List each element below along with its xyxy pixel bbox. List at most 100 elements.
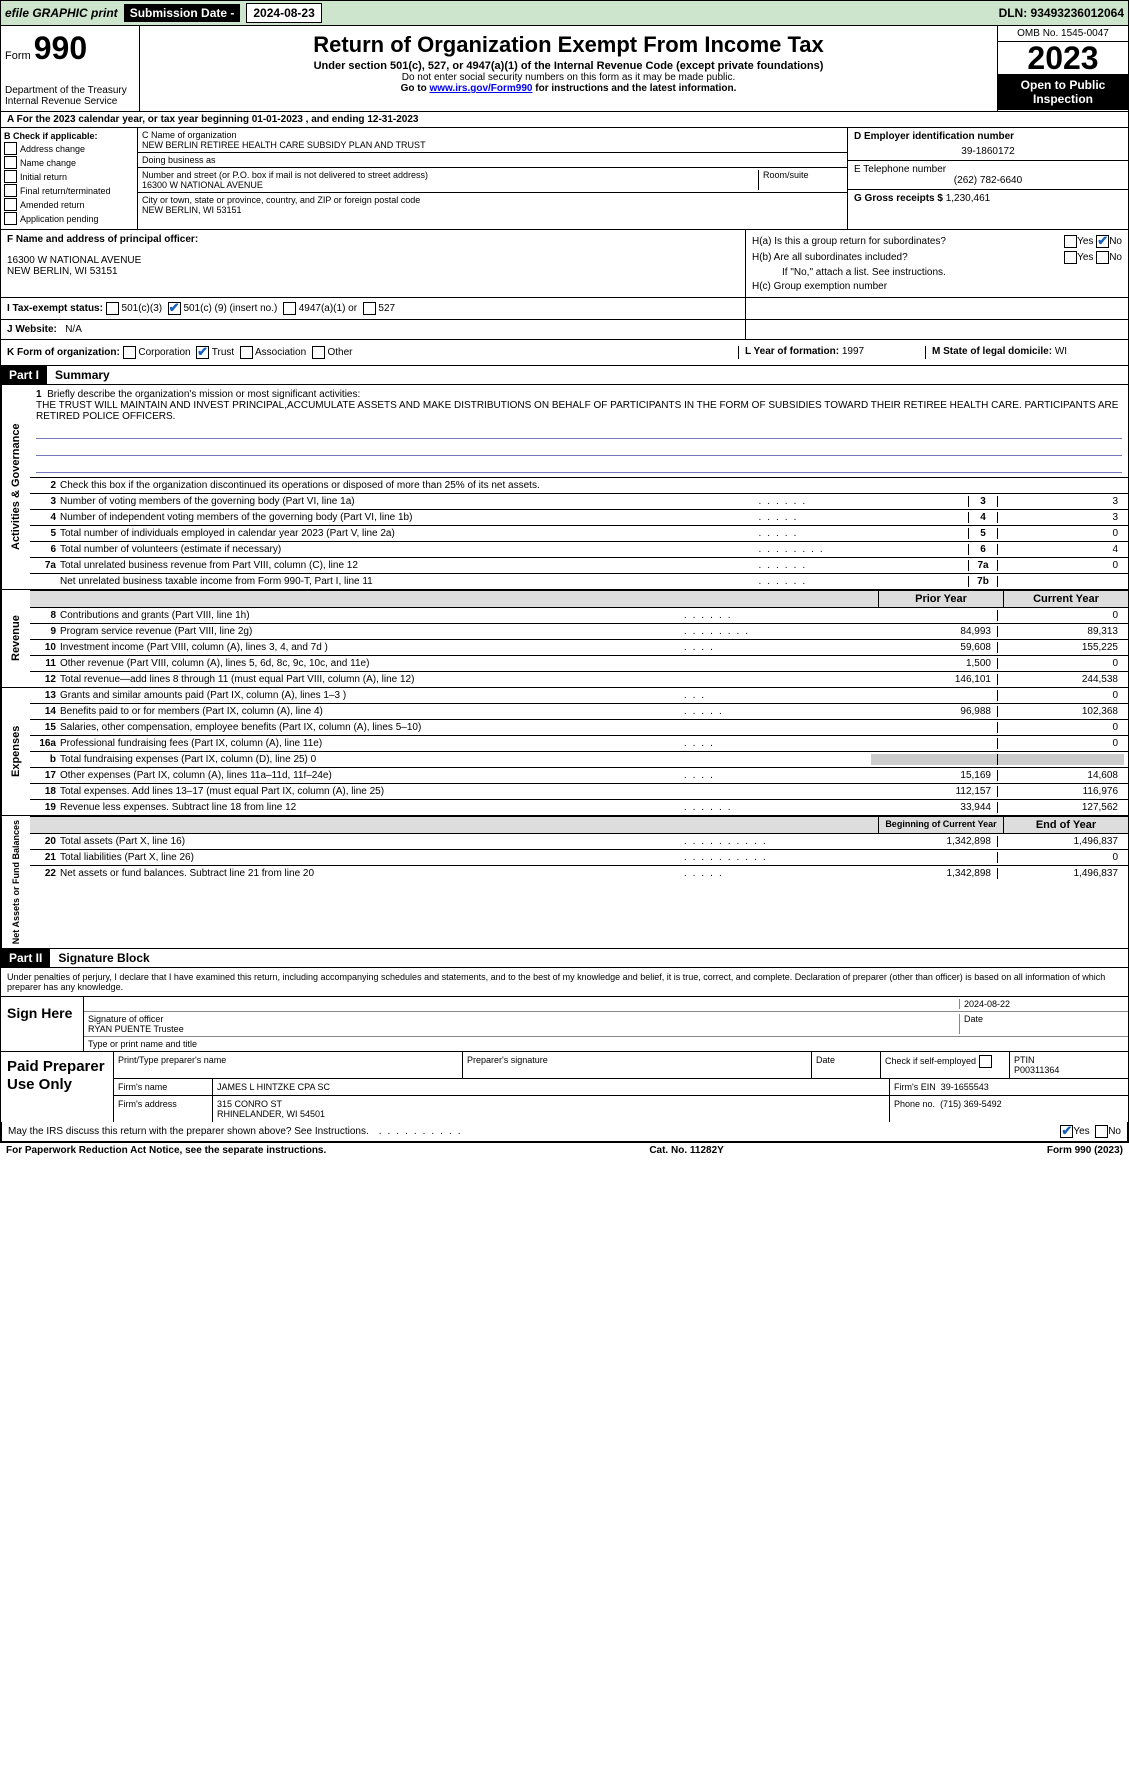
chk-assoc[interactable]	[240, 346, 253, 359]
firm-ein: 39-1655543	[941, 1082, 989, 1092]
form-number-box: Form 990 Department of the Treasury Inte…	[1, 26, 140, 111]
ein: 39-1860172	[854, 146, 1122, 157]
chk-4947[interactable]	[283, 302, 296, 315]
submission-date: 2024-08-23	[246, 3, 321, 23]
chk-other[interactable]	[312, 346, 325, 359]
sig-intro: Under penalties of perjury, I declare th…	[1, 968, 1128, 996]
yof: 1997	[842, 346, 864, 357]
chk-application-pending[interactable]	[4, 212, 17, 225]
line1-mission: 1 Briefly describe the organization's mi…	[30, 385, 1128, 477]
sign-here-row: Sign Here 2024-08-22 Signature of office…	[1, 996, 1128, 1051]
vlabel-ag: Activities & Governance	[1, 385, 30, 589]
gross-label: G Gross receipts $	[854, 193, 943, 204]
j-label: J Website:	[7, 324, 57, 335]
f-label: F Name and address of principal officer:	[7, 234, 739, 245]
paid-preparer-row: Paid Preparer Use Only Print/Type prepar…	[1, 1051, 1128, 1122]
website: N/A	[65, 324, 82, 335]
f-addr2: NEW BERLIN, WI 53151	[7, 266, 739, 277]
k-label: K Form of organization:	[7, 347, 120, 358]
chk-discuss-yes[interactable]	[1060, 1125, 1073, 1138]
chk-address-change[interactable]	[4, 142, 17, 155]
vlabel-na: Net Assets or Fund Balances	[1, 816, 30, 948]
form-label: Form	[5, 50, 31, 62]
vlabel-exp: Expenses	[1, 688, 30, 815]
part1-header: Part I Summary	[0, 366, 1129, 385]
irs-link[interactable]: www.irs.gov/Form990	[429, 83, 532, 94]
firm-name: JAMES L HINTZKE CPA SC	[213, 1079, 890, 1095]
chk-discuss-no[interactable]	[1095, 1125, 1108, 1138]
chk-initial-return[interactable]	[4, 170, 17, 183]
form-title: Return of Organization Exempt From Incom…	[144, 32, 993, 58]
name-label: C Name of organization	[142, 130, 426, 140]
section-fh: F Name and address of principal officer:…	[0, 230, 1129, 298]
chk-final-return[interactable]	[4, 184, 17, 197]
col-de: D Employer identification number 39-1860…	[847, 128, 1128, 229]
chk-ha-no[interactable]	[1096, 235, 1109, 248]
row-k: K Form of organization: Corporation Trus…	[0, 340, 1129, 366]
chk-trust[interactable]	[196, 346, 209, 359]
i-label: I Tax-exempt status:	[7, 303, 103, 314]
phone: (262) 782-6640	[854, 175, 1122, 186]
chk-name-change[interactable]	[4, 156, 17, 169]
chk-ha-yes[interactable]	[1064, 235, 1077, 248]
ptin: P00311364	[1014, 1065, 1059, 1075]
discuss-text: May the IRS discuss this return with the…	[8, 1126, 369, 1137]
chk-amended[interactable]	[4, 198, 17, 211]
firm-phone: (715) 369-5492	[940, 1099, 1002, 1109]
col-f: F Name and address of principal officer:…	[1, 230, 745, 297]
chk-hb-no[interactable]	[1096, 251, 1109, 264]
chk-corp[interactable]	[123, 346, 136, 359]
signature-block: Under penalties of perjury, I declare th…	[0, 968, 1129, 1143]
hc-label: H(c) Group exemption number	[752, 281, 887, 292]
phone-label: E Telephone number	[854, 164, 1122, 175]
form-title-box: Return of Organization Exempt From Incom…	[140, 26, 997, 111]
state: WI	[1055, 346, 1067, 357]
sign-here-label: Sign Here	[1, 997, 84, 1051]
form-header: Form 990 Department of the Treasury Inte…	[0, 26, 1129, 112]
part2-label: Part II	[1, 949, 50, 967]
part1-label: Part I	[1, 366, 47, 384]
paid-preparer-label: Paid Preparer Use Only	[1, 1052, 114, 1122]
part2-header: Part II Signature Block	[0, 949, 1129, 968]
begin-year-header: Beginning of Current Year	[878, 817, 1003, 833]
summary-revenue: Revenue Prior Year Current Year 8Contrib…	[0, 590, 1129, 688]
dba-label: Doing business as	[142, 155, 216, 165]
row-j: J Website: N/A	[0, 320, 1129, 340]
hb-label: H(b) Are all subordinates included?	[752, 252, 908, 263]
firm-addr2: RHINELANDER, WI 54501	[217, 1109, 325, 1119]
open-inspection: Open to Public Inspection	[998, 74, 1128, 110]
chk-self-employed[interactable]	[979, 1055, 992, 1068]
summary-expenses: Expenses 13Grants and similar amounts pa…	[0, 688, 1129, 816]
bottom-note: For Paperwork Reduction Act Notice, see …	[0, 1143, 1129, 1158]
street-label: Number and street (or P.O. box if mail i…	[142, 170, 758, 180]
chk-501c-other[interactable]	[168, 302, 181, 315]
current-year-header: Current Year	[1003, 591, 1128, 607]
form-number: 990	[34, 30, 87, 66]
year-box: OMB No. 1545-0047 2023 Open to Public In…	[997, 26, 1128, 111]
gross-receipts: 1,230,461	[946, 193, 991, 204]
col-h: H(a) Is this a group return for subordin…	[745, 230, 1128, 297]
hb-note: If "No," attach a list. See instructions…	[752, 267, 1122, 278]
row-i: I Tax-exempt status: 501(c)(3) 501(c) (9…	[0, 298, 1129, 320]
city: NEW BERLIN, WI 53151	[142, 205, 420, 215]
col-b-checkboxes: B Check if applicable: Address change Na…	[1, 128, 138, 229]
form-subtitle-1: Under section 501(c), 527, or 4947(a)(1)…	[144, 60, 993, 72]
chk-501c3[interactable]	[106, 302, 119, 315]
yof-label: L Year of formation:	[745, 346, 839, 357]
mission-text: THE TRUST WILL MAINTAIN AND INVEST PRINC…	[36, 400, 1118, 422]
vlabel-rev: Revenue	[1, 590, 30, 687]
org-name: NEW BERLIN RETIREE HEALTH CARE SUBSIDY P…	[142, 140, 426, 150]
row-a: A For the 2023 calendar year, or tax yea…	[0, 112, 1129, 128]
efile-label[interactable]: efile GRAPHIC print	[5, 6, 118, 20]
chk-hb-yes[interactable]	[1064, 251, 1077, 264]
chk-527[interactable]	[363, 302, 376, 315]
state-label: M State of legal domicile:	[932, 346, 1052, 357]
col-b-title: B Check if applicable:	[4, 131, 134, 141]
form-footer: Form 990 (2023)	[1047, 1145, 1123, 1156]
officer-name: RYAN PUENTE Trustee	[88, 1024, 184, 1034]
discuss-row: May the IRS discuss this return with the…	[1, 1122, 1128, 1142]
dept-label: Department of the Treasury	[5, 85, 135, 96]
dln: DLN: 93493236012064	[999, 6, 1124, 20]
suite-label: Room/suite	[758, 170, 843, 190]
summary-netassets: Net Assets or Fund Balances Beginning of…	[0, 816, 1129, 949]
